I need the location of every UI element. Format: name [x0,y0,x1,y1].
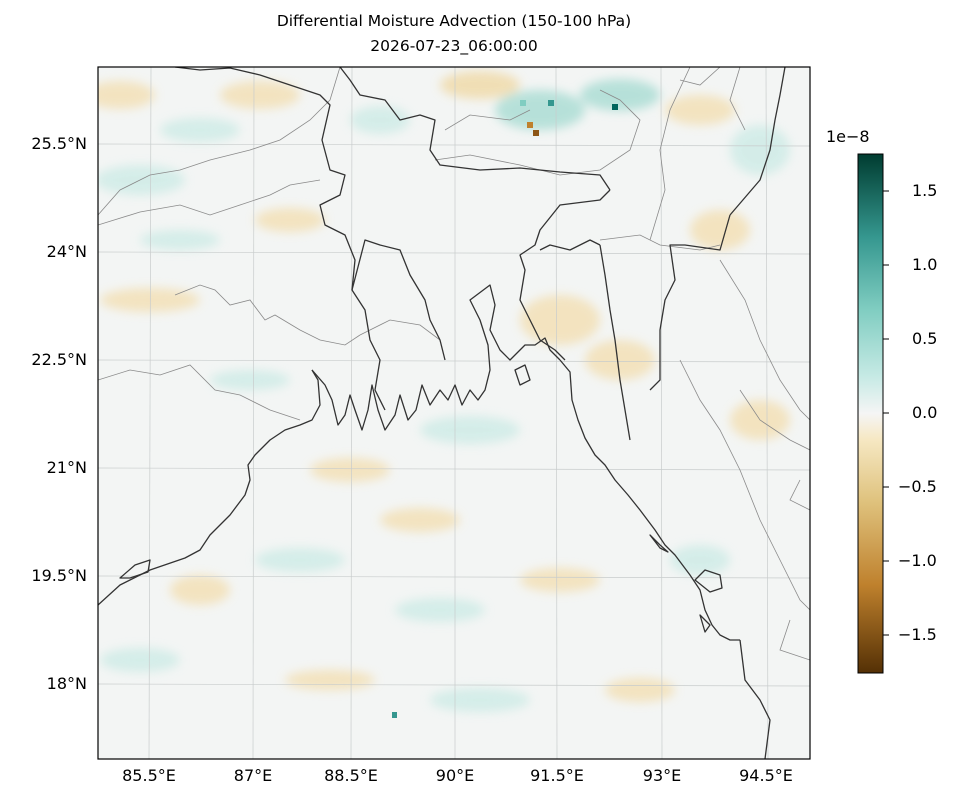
map-title: Differential Moisture Advection (150-100… [276,12,632,30]
colorbar-label-1.5: 1.5 [912,181,938,200]
colorbar-exponent: 1e−8 [826,127,870,146]
colorbar-label-1.0: 1.0 [912,255,938,274]
lat-label-18: 18°N [46,674,87,693]
colorbar-label-neg0.5: −0.5 [898,477,937,496]
advection-hotspots [392,100,618,718]
national-borders [174,67,786,759]
colorbar-label-neg1.0: −1.0 [898,551,937,570]
lon-label-91.5: 91.5°E [530,766,584,785]
lon-label-94.5: 94.5°E [739,766,793,785]
colorbar-ticks [883,190,889,636]
map-background [98,67,810,759]
lon-label-93: 93°E [642,766,682,785]
colorbar-gradient [857,153,884,674]
lon-label-90: 90°E [435,766,475,785]
lat-label-19.5: 19.5°N [31,566,87,585]
map-timestamp: 2026-07-23_06:00:00 [370,37,538,55]
state-boundaries [98,67,810,661]
colorbar-label-0.5: 0.5 [912,329,938,348]
map-plot-area [98,67,810,759]
coastline [98,284,740,641]
lat-label-25.5: 25.5°N [31,134,87,153]
lon-label-85.5: 85.5°E [122,766,176,785]
colorbar-label-neg1.5: −1.5 [898,625,937,644]
map-frame [97,66,811,760]
lat-label-22.5: 22.5°N [31,350,87,369]
lat-label-21: 21°N [46,458,87,477]
lat-label-24: 24°N [46,242,87,261]
lon-label-88.5: 88.5°E [324,766,378,785]
colorbar-label-0.0: 0.0 [912,403,938,422]
lon-label-87: 87°E [233,766,273,785]
